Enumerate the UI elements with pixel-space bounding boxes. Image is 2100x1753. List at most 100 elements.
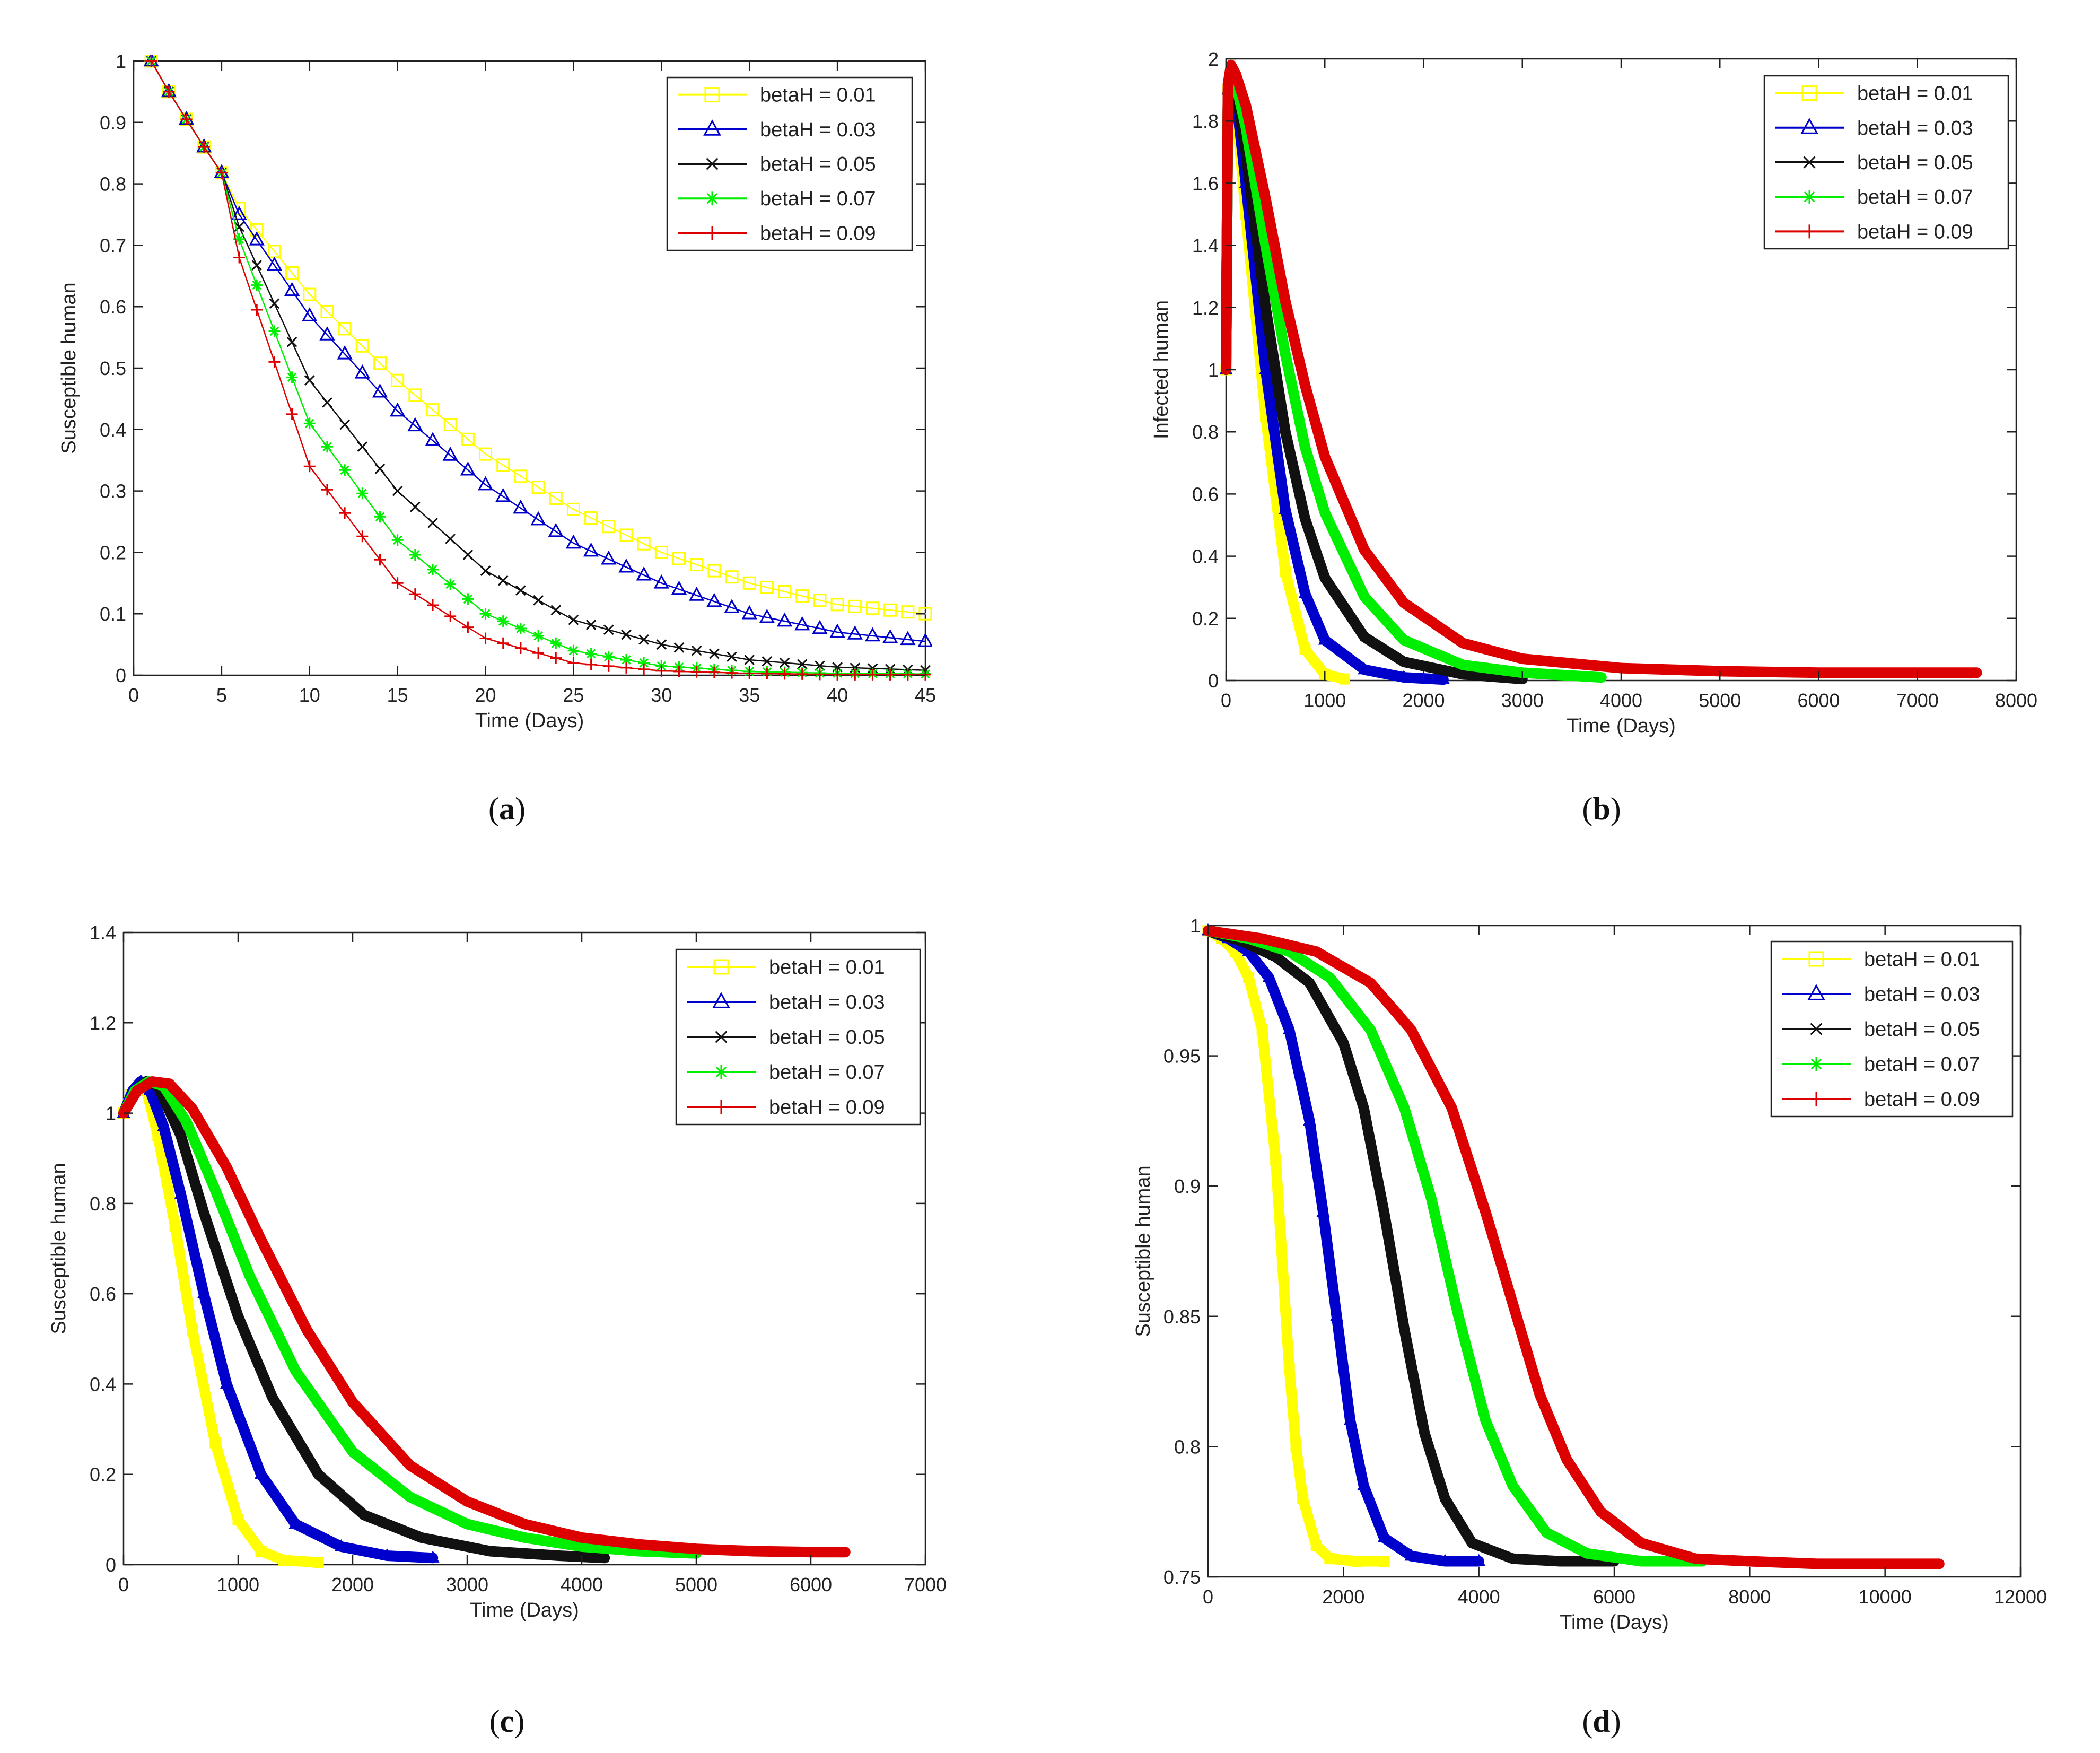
data-point bbox=[374, 554, 386, 566]
data-point bbox=[1351, 1556, 1363, 1567]
caption-letter: d bbox=[1592, 1704, 1610, 1739]
data-point bbox=[741, 605, 757, 620]
data-point bbox=[1261, 194, 1271, 204]
data-point bbox=[577, 1541, 587, 1551]
data-point bbox=[220, 1376, 233, 1389]
data-point bbox=[1880, 1559, 1890, 1569]
data-point bbox=[313, 1470, 323, 1479]
panel-b: 0 1000 2000 3000 4000 5000 6000 7000 8000 0 0.2 0.4… bbox=[1150, 48, 2037, 826]
y-tick-label: 2 bbox=[1208, 48, 1219, 70]
data-point bbox=[1447, 1103, 1457, 1113]
data-point bbox=[319, 326, 335, 341]
data-point bbox=[1397, 670, 1411, 682]
data-point bbox=[1343, 1413, 1357, 1425]
data-point bbox=[425, 432, 441, 446]
data-point bbox=[671, 580, 687, 595]
data-point bbox=[1481, 1416, 1491, 1426]
x-tick-label: 0 bbox=[1203, 1586, 1213, 1608]
data-point bbox=[210, 1185, 220, 1195]
data-point bbox=[372, 383, 388, 398]
data-point bbox=[405, 1460, 415, 1470]
legend-marker bbox=[1801, 85, 1817, 101]
data-point bbox=[181, 1117, 191, 1127]
legend-label: betaH = 0.07 bbox=[1864, 1053, 1980, 1076]
data-point bbox=[796, 668, 808, 680]
data-point bbox=[338, 322, 352, 336]
data-point bbox=[812, 620, 828, 634]
data-point bbox=[187, 1104, 197, 1114]
data-point bbox=[1458, 638, 1468, 648]
legend: betaH = 0.01 betaH = 0.03 betaH = 0.05 beta… bbox=[1770, 940, 2014, 1118]
data-point bbox=[391, 534, 404, 546]
data-point bbox=[1310, 1540, 1322, 1551]
data-point bbox=[724, 599, 740, 613]
data-point bbox=[320, 304, 334, 318]
data-point bbox=[334, 1539, 348, 1551]
data-point bbox=[1378, 1556, 1390, 1567]
legend: betaH = 0.01 betaH = 0.03 betaH = 0.05 beta… bbox=[1763, 75, 2009, 250]
data-point bbox=[479, 608, 492, 620]
data-point bbox=[690, 666, 703, 678]
data-point bbox=[1508, 1481, 1518, 1491]
legend-label: betaH = 0.01 bbox=[1857, 83, 1973, 105]
data-point bbox=[176, 1131, 186, 1140]
panel-a: 0 5 10 15 20 25 30 35 40 45 0 0.1 0.2 0.3 0.4 0.5 0.6 0.7… bbox=[58, 50, 936, 826]
data-point bbox=[749, 1546, 758, 1556]
x-axis-label: Time (Days) bbox=[475, 710, 584, 732]
data-point bbox=[322, 397, 332, 408]
data-point bbox=[1555, 1557, 1565, 1566]
data-point bbox=[1223, 79, 1233, 89]
y-tick-label: 1 bbox=[106, 1103, 116, 1124]
data-point bbox=[566, 502, 580, 516]
data-point bbox=[865, 601, 879, 615]
data-point bbox=[1316, 1205, 1330, 1217]
data-point bbox=[1226, 60, 1236, 70]
data-point bbox=[900, 631, 916, 646]
x-tick-label: 35 bbox=[739, 684, 760, 706]
data-point bbox=[339, 507, 351, 519]
data-point bbox=[706, 592, 722, 607]
data-point bbox=[461, 432, 475, 446]
caption-close: ) bbox=[1611, 1704, 1621, 1739]
data-point bbox=[405, 1492, 415, 1502]
legend-label: betaH = 0.09 bbox=[760, 222, 876, 245]
data-point bbox=[426, 1550, 440, 1563]
data-point bbox=[795, 589, 809, 603]
data-point bbox=[255, 1545, 267, 1557]
data-point bbox=[1320, 452, 1330, 462]
data-point bbox=[409, 549, 421, 561]
legend-label: betaH = 0.05 bbox=[769, 1026, 885, 1049]
data-point bbox=[1231, 69, 1241, 80]
x-tick-label: 0 bbox=[128, 684, 139, 706]
data-point bbox=[530, 511, 546, 526]
legend-marker bbox=[706, 158, 719, 170]
data-point bbox=[462, 1496, 472, 1506]
data-point bbox=[813, 668, 826, 681]
data-point bbox=[1440, 1494, 1450, 1503]
data-point bbox=[497, 637, 509, 649]
data-point bbox=[620, 661, 632, 674]
data-point bbox=[689, 587, 705, 601]
data-point bbox=[1284, 947, 1294, 957]
data-point bbox=[577, 1532, 587, 1542]
data-point bbox=[1596, 1507, 1606, 1517]
data-point bbox=[1241, 100, 1251, 110]
x-tick-label: 5000 bbox=[1699, 690, 1741, 711]
data-point bbox=[1257, 934, 1267, 944]
data-point bbox=[1420, 1429, 1429, 1438]
data-point bbox=[901, 605, 915, 619]
y-tick-label: 0.9 bbox=[1174, 1175, 1201, 1197]
y-tick-label: 0 bbox=[116, 665, 126, 686]
legend: betaH = 0.01 betaH = 0.03 betaH = 0.05 beta… bbox=[675, 948, 921, 1126]
y-tick-label: 0.8 bbox=[1174, 1436, 1201, 1458]
legend-marker bbox=[714, 1065, 728, 1079]
y-axis-label: Susceptible human bbox=[48, 1163, 70, 1334]
legend-label: betaH = 0.01 bbox=[760, 84, 876, 107]
data-point bbox=[1427, 1194, 1437, 1204]
x-axis-label: Time (Days) bbox=[1567, 715, 1675, 737]
legend-marker bbox=[714, 1100, 728, 1114]
data-point bbox=[321, 441, 333, 453]
data-point bbox=[1399, 1103, 1410, 1113]
data-point bbox=[256, 1234, 266, 1244]
legend: betaH = 0.01 betaH = 0.03 betaH = 0.05 beta… bbox=[666, 76, 913, 251]
